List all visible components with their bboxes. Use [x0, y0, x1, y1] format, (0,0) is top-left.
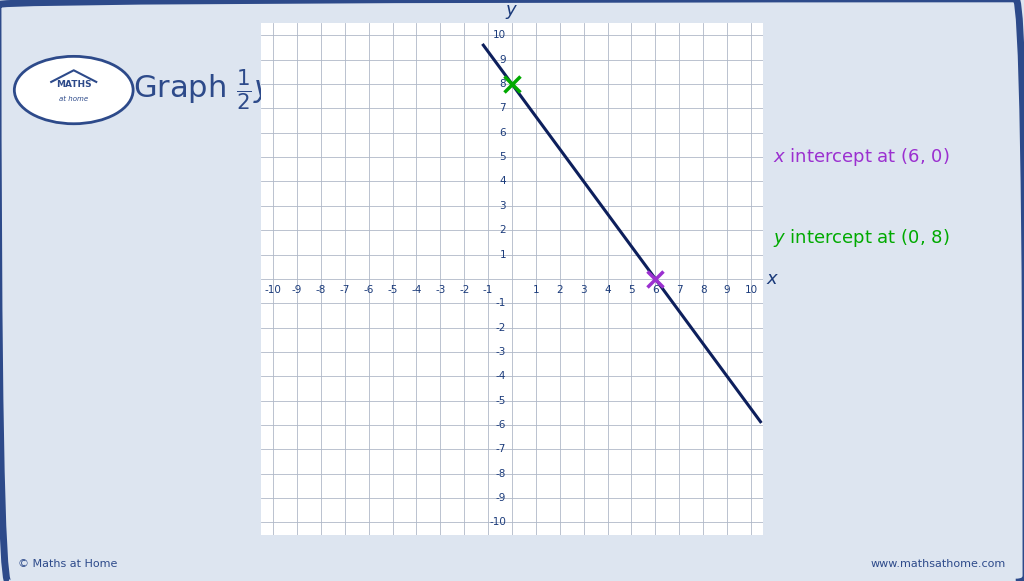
Text: at home: at home	[59, 96, 88, 102]
Text: Graph $\mathregular{\frac{1}{2}}y+\mathregular{\frac{2}{3}}x = 4$: Graph $\mathregular{\frac{1}{2}}y+\mathr…	[133, 67, 401, 113]
Text: -1: -1	[483, 285, 494, 295]
Text: 3: 3	[500, 201, 506, 211]
Text: -10: -10	[264, 285, 282, 295]
Text: 9: 9	[724, 285, 730, 295]
Circle shape	[14, 56, 133, 124]
Text: 9: 9	[500, 55, 506, 64]
Text: -3: -3	[435, 285, 445, 295]
Text: 5: 5	[628, 285, 635, 295]
Text: -1: -1	[496, 298, 506, 309]
Text: $y$ intercept at (0, 8): $y$ intercept at (0, 8)	[773, 227, 949, 249]
Text: -6: -6	[496, 420, 506, 430]
Text: -5: -5	[387, 285, 397, 295]
Text: 4: 4	[500, 177, 506, 187]
Text: -8: -8	[496, 469, 506, 479]
Text: 1: 1	[532, 285, 540, 295]
Text: 2: 2	[556, 285, 563, 295]
Text: -9: -9	[292, 285, 302, 295]
Text: © Maths at Home: © Maths at Home	[18, 558, 118, 569]
Text: 1: 1	[500, 249, 506, 260]
Text: 8: 8	[500, 79, 506, 89]
Text: $x$ intercept at (6, 0): $x$ intercept at (6, 0)	[773, 146, 949, 168]
Text: 3: 3	[581, 285, 587, 295]
Text: -2: -2	[496, 322, 506, 332]
Text: -5: -5	[496, 396, 506, 406]
Text: 6: 6	[652, 285, 658, 295]
Text: 6: 6	[500, 128, 506, 138]
Text: -4: -4	[496, 371, 506, 381]
Text: -2: -2	[459, 285, 469, 295]
Text: -7: -7	[496, 444, 506, 454]
Text: 7: 7	[676, 285, 683, 295]
Text: -8: -8	[315, 285, 326, 295]
Text: $y$: $y$	[505, 3, 519, 21]
Text: $x$: $x$	[766, 270, 779, 288]
Text: 10: 10	[744, 285, 758, 295]
Text: 8: 8	[699, 285, 707, 295]
Text: -4: -4	[412, 285, 422, 295]
Text: -3: -3	[496, 347, 506, 357]
Text: -9: -9	[496, 493, 506, 503]
Text: 5: 5	[500, 152, 506, 162]
Text: -7: -7	[340, 285, 350, 295]
Text: 4: 4	[604, 285, 611, 295]
Text: 10: 10	[493, 30, 506, 41]
Text: www.mathsathome.com: www.mathsathome.com	[870, 558, 1006, 569]
Text: MATHS: MATHS	[56, 80, 91, 89]
Text: 7: 7	[500, 103, 506, 113]
Text: 2: 2	[500, 225, 506, 235]
Text: -6: -6	[364, 285, 374, 295]
Text: -10: -10	[489, 517, 506, 528]
